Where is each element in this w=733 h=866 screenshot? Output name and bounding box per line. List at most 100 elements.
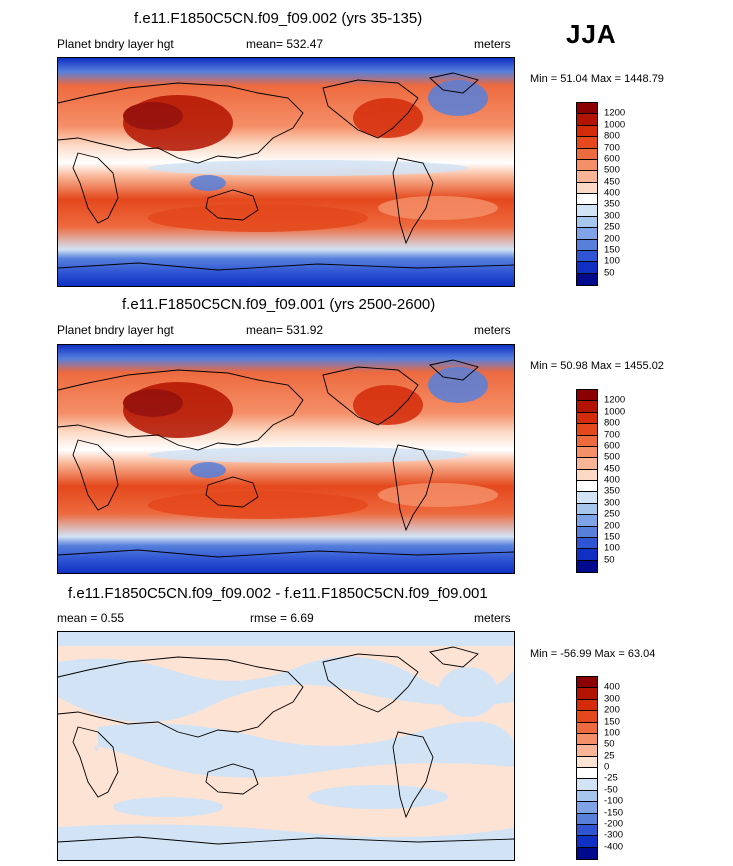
colorbar-swatch — [577, 768, 597, 780]
colorbar-tick-label: 400 — [604, 474, 620, 486]
colorbar-tick-label: 350 — [604, 198, 620, 210]
colorbar-swatch — [577, 733, 597, 746]
colorbar-swatch — [577, 401, 597, 413]
colorbar-swatch — [577, 424, 597, 436]
colorbar-swatch — [577, 137, 597, 149]
panel3-colorbar — [576, 676, 598, 860]
colorbar-swatch — [577, 756, 597, 768]
colorbar-tick-label: 150 — [604, 244, 620, 256]
panel2-variable-label: Planet bndry layer hgt — [57, 323, 174, 337]
colorbar-tick-label: 300 — [604, 693, 620, 705]
colorbar-swatch — [577, 435, 597, 447]
colorbar-tick-label: 50 — [604, 554, 615, 566]
colorbar-tick-label: 0 — [604, 761, 610, 773]
panel2-coastlines — [58, 359, 514, 558]
colorbar-swatch — [577, 216, 597, 229]
colorbar-swatch — [577, 824, 597, 837]
colorbar-swatch — [577, 537, 597, 550]
panel3-units-label: meters — [474, 611, 511, 625]
colorbar-tick-label: -200 — [604, 818, 624, 830]
panel2-minmax: Min = 50.98 Max = 1455.02 — [530, 360, 664, 372]
panel1-variable-label: Planet bndry layer hgt — [57, 37, 174, 51]
panel1-minmax: Min = 51.04 Max = 1448.79 — [530, 73, 664, 85]
panel3-coastlines — [58, 646, 514, 845]
colorbar-swatch — [577, 722, 597, 734]
panel2-colorbar — [576, 389, 598, 573]
colorbar-tick-label: 800 — [604, 417, 620, 429]
colorbar-swatch — [577, 492, 597, 504]
colorbar-tick-label: 200 — [604, 233, 620, 244]
colorbar-swatch — [577, 148, 597, 160]
colorbar-swatch — [577, 802, 597, 814]
panel1-coastlines — [58, 72, 514, 271]
panel3-map — [57, 631, 515, 861]
colorbar-tick-label: 800 — [604, 130, 620, 142]
panel1-units-label: meters — [474, 37, 511, 51]
colorbar-swatch — [577, 159, 597, 172]
colorbar-swatch — [577, 699, 597, 712]
colorbar-tick-label: 300 — [604, 210, 620, 222]
colorbar-swatch — [577, 836, 597, 848]
colorbar-swatch — [577, 194, 597, 206]
colorbar-tick-label: 400 — [604, 681, 620, 693]
panel1-map — [57, 57, 515, 287]
colorbar-swatch — [577, 446, 597, 459]
colorbar-tick-label: 100 — [604, 727, 620, 739]
colorbar-tick-label: 100 — [604, 542, 620, 554]
colorbar-tick-label: -100 — [604, 795, 624, 807]
colorbar-swatch — [577, 515, 597, 527]
panel1-field-patches — [123, 80, 498, 232]
panel1-mean-label: mean= 532.47 — [246, 37, 324, 51]
colorbar-tick-label: 50 — [604, 267, 615, 279]
panel2-map — [57, 344, 515, 574]
colorbar-swatch — [577, 560, 597, 572]
colorbar-tick-label: 150 — [604, 531, 620, 543]
colorbar-tick-label: 250 — [604, 508, 620, 520]
colorbar-swatch — [577, 813, 597, 825]
colorbar-tick-label: 450 — [604, 176, 620, 188]
panel2-units-label: meters — [474, 323, 511, 337]
colorbar-swatch — [577, 711, 597, 723]
colorbar-swatch — [577, 182, 597, 194]
colorbar-tick-label: 150 — [604, 716, 620, 727]
colorbar-swatch — [577, 503, 597, 516]
colorbar-swatch — [577, 458, 597, 470]
colorbar-tick-label: 50 — [604, 738, 615, 750]
panel3-title: f.e11.F1850C5CN.f09_f09.002 - f.e11.F185… — [68, 585, 488, 602]
colorbar-swatch — [577, 273, 597, 285]
colorbar-tick-label: 500 — [604, 451, 620, 463]
colorbar-swatch — [577, 469, 597, 481]
colorbar-tick-label: 1200 — [604, 107, 626, 119]
panel1-title: f.e11.F1850C5CN.f09_f09.002 (yrs 35-135) — [134, 10, 423, 27]
colorbar-tick-label: 1200 — [604, 394, 626, 406]
colorbar-tick-label: 200 — [604, 704, 620, 716]
season-label: JJA — [566, 19, 617, 49]
colorbar-swatch — [577, 239, 597, 251]
colorbar-swatch — [577, 250, 597, 263]
colorbar-tick-label: 700 — [604, 429, 620, 440]
colorbar-tick-label: 450 — [604, 463, 620, 475]
colorbar-tick-label: -400 — [604, 841, 624, 853]
colorbar-swatch — [577, 205, 597, 217]
colorbar-swatch — [577, 847, 597, 859]
colorbar-tick-label: 350 — [604, 485, 620, 497]
colorbar-swatch — [577, 412, 597, 425]
colorbar-swatch — [577, 103, 597, 115]
colorbar-swatch — [577, 677, 597, 689]
colorbar-swatch — [577, 790, 597, 803]
colorbar-tick-label: 600 — [604, 153, 620, 165]
colorbar-tick-label: 500 — [604, 164, 620, 176]
colorbar-tick-label: 400 — [604, 187, 620, 199]
colorbar-swatch — [577, 688, 597, 700]
colorbar-tick-label: 1000 — [604, 119, 626, 131]
panel3-minmax: Min = -56.99 Max = 63.04 — [530, 648, 656, 660]
colorbar-tick-label: 25 — [604, 750, 615, 762]
colorbar-tick-label: -150 — [604, 807, 624, 818]
colorbar-tick-label: 250 — [604, 221, 620, 233]
colorbar-swatch — [577, 171, 597, 183]
colorbar-tick-label: 1000 — [604, 406, 626, 418]
panel3-rmse-label: rmse = 6.69 — [250, 611, 314, 625]
colorbar-tick-label: 700 — [604, 142, 620, 153]
panel2-title: f.e11.F1850C5CN.f09_f09.001 (yrs 2500-26… — [122, 296, 436, 313]
panel2-mean-label: mean= 531.92 — [246, 323, 324, 337]
